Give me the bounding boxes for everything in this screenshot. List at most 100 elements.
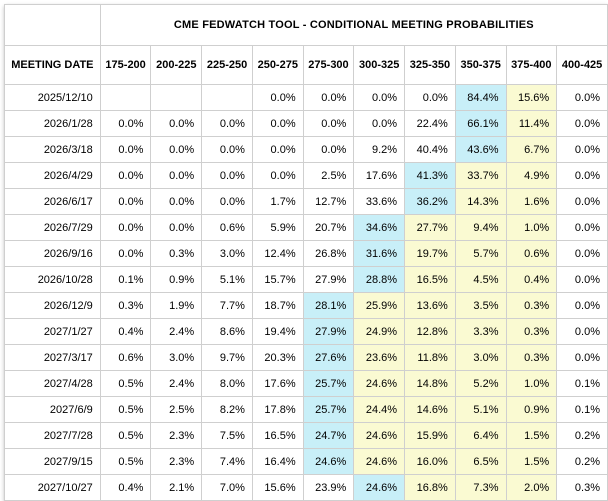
probability-cell: 34.6% [353,214,406,241]
probability-cell: 0.0% [150,110,203,137]
probability-cell: 11.8% [404,344,456,371]
probability-cell: 27.6% [302,344,355,371]
probability-cell: 0.6% [201,214,253,241]
probability-cell: 0.6% [505,240,558,267]
probability-cell: 23.9% [302,474,355,501]
probability-cell: 12.8% [404,318,456,345]
probability-cell: 0.0% [150,136,203,163]
meeting-date-cell: 2027/1/27 [4,318,101,345]
meeting-date-cell: 2026/12/9 [4,292,101,319]
rate-range-column-header: 325-350 [404,45,456,85]
probability-cell: 7.7% [201,292,253,319]
probability-cell: 0.0% [150,162,203,189]
meeting-date-cell: 2027/6/9 [4,396,101,423]
table-row: 2027/1/27 0.4% 2.4% 8.6% 19.4% 27.9% 24.9% 12.8… [4,318,608,345]
table-header: CME FEDWATCH TOOL - CONDITIONAL MEETING … [4,4,608,85]
corner-cell [4,4,101,46]
rate-range-column-header: 225-250 [201,45,253,85]
probability-cell: 0.0% [99,136,152,163]
rate-range-column-header: 375-400 [505,45,558,85]
probability-cell: 2.4% [150,318,203,345]
probability-cell: 19.7% [404,240,456,267]
probability-cell: 0.0% [99,110,152,137]
probability-cell: 0.9% [150,266,203,293]
probability-cell: 5.2% [454,370,507,397]
probability-cell: 0.0% [99,240,152,267]
probability-cell: 0.0% [251,110,304,137]
probability-cell: 27.9% [302,318,355,345]
probability-cell: 1.0% [505,370,558,397]
meeting-date-cell: 2026/7/29 [4,214,101,241]
probability-cell: 33.6% [353,188,406,215]
probability-cell: 12.7% [302,188,355,215]
probability-cell: 1.5% [505,422,558,449]
probability-cell: 0.3% [505,318,558,345]
probability-cell: 0.5% [99,370,152,397]
probability-cell: 33.7% [454,162,507,189]
fedwatch-probability-table: CME FEDWATCH TOOL - CONDITIONAL MEETING … [4,4,608,501]
meeting-date-cell: 2026/1/28 [4,110,101,137]
probability-cell: 0.0% [302,84,355,111]
probability-cell: 0.3% [150,240,203,267]
probability-cell: 5.1% [201,266,253,293]
title-row: CME FEDWATCH TOOL - CONDITIONAL MEETING … [4,4,608,46]
probability-cell: 15.9% [404,422,456,449]
probability-cell: 4.5% [454,266,507,293]
probability-cell: 0.0% [251,136,304,163]
probability-cell: 2.3% [150,448,203,475]
probability-cell: 7.3% [454,474,507,501]
probability-cell: 27.9% [302,266,355,293]
probability-cell: 0.2% [556,448,608,475]
probability-cell: 2.3% [150,422,203,449]
probability-cell: 1.5% [505,448,558,475]
probability-cell: 24.6% [302,448,355,475]
probability-cell [99,84,152,111]
probability-cell: 20.7% [302,214,355,241]
probability-cell: 0.0% [201,162,253,189]
probability-cell: 28.8% [353,266,406,293]
probability-cell: 23.6% [353,344,406,371]
probability-cell: 1.7% [251,188,304,215]
probability-cell: 1.9% [150,292,203,319]
probability-cell: 1.6% [505,188,558,215]
probability-cell: 17.6% [353,162,406,189]
probability-cell: 0.0% [99,214,152,241]
probability-cell: 3.5% [454,292,507,319]
probability-cell: 25.7% [302,370,355,397]
probability-cell: 0.0% [556,136,608,163]
probability-cell: 3.0% [454,344,507,371]
probability-cell: 7.5% [201,422,253,449]
meeting-date-cell: 2027/9/15 [4,448,101,475]
probability-cell: 16.5% [404,266,456,293]
probability-cell: 40.4% [404,136,456,163]
probability-cell: 0.0% [556,292,608,319]
probability-cell: 6.5% [454,448,507,475]
probability-cell: 0.5% [99,448,152,475]
probability-cell: 0.1% [556,396,608,423]
probability-cell: 12.4% [251,240,304,267]
table-row: 2026/1/28 0.0% 0.0% 0.0% 0.0% 0.0% 0.0% 22.4% 66… [4,110,608,137]
rate-range-column-header: 400-425 [556,45,608,85]
table-row: 2027/4/28 0.5% 2.4% 8.0% 17.6% 25.7% 24.6% 14.8… [4,370,608,397]
probability-cell [150,84,203,111]
probability-cell: 15.6% [505,84,558,111]
meeting-date-cell: 2027/4/28 [4,370,101,397]
probability-cell: 0.0% [556,110,608,137]
probability-cell: 11.4% [505,110,558,137]
probability-cell: 24.7% [302,422,355,449]
probability-cell: 28.1% [302,292,355,319]
probability-cell: 16.8% [404,474,456,501]
meeting-date-cell: 2025/12/10 [4,84,101,111]
probability-cell: 0.0% [404,84,456,111]
probability-cell: 4.9% [505,162,558,189]
probability-cell: 0.0% [556,266,608,293]
probability-cell: 9.4% [454,214,507,241]
probability-cell: 0.4% [505,266,558,293]
table-row: 2025/12/10 0.0% 0.0% 0.0% 0.0% 84.4% 15.6% 0.0% [4,84,608,111]
probability-cell: 15.7% [251,266,304,293]
rate-range-column-header: 200-225 [150,45,203,85]
probability-cell: 1.0% [505,214,558,241]
table-row: 2027/9/15 0.5% 2.3% 7.4% 16.4% 24.6% 24.6% 16.0… [4,448,608,475]
probability-cell: 0.0% [556,162,608,189]
probability-cell: 0.0% [556,214,608,241]
